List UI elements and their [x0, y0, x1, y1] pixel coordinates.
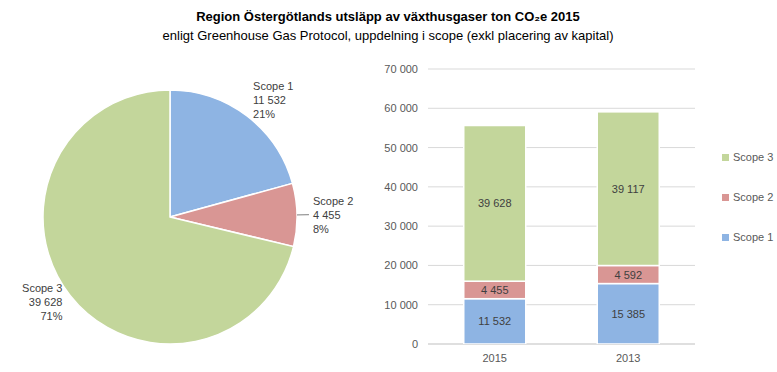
bar-segment	[464, 281, 526, 299]
chart-title: Region Östergötlands utsläpp av växthusg…	[196, 9, 580, 24]
pie-data-label: 8%	[313, 223, 329, 235]
pie-data-label: 11 532	[253, 94, 286, 106]
bar-segment	[597, 284, 659, 344]
pie-data-label: 4 455	[313, 209, 341, 221]
y-tick-label: 40 000	[384, 181, 418, 193]
grid-line	[428, 69, 695, 70]
pie-data-label: 21%	[253, 108, 275, 120]
pie	[43, 90, 297, 344]
y-tick-label: 20 000	[384, 259, 418, 271]
y-tick-label: 10 000	[384, 299, 418, 311]
grid-line	[428, 108, 695, 109]
pie-data-label: 71%	[40, 310, 62, 322]
bar-segment	[464, 126, 526, 282]
legend-label: Scope 1	[733, 231, 773, 243]
y-tick-label: 30 000	[384, 220, 418, 232]
y-tick-label: 50 000	[384, 142, 418, 154]
bar-data-label: 39 628	[478, 197, 512, 209]
bar-data-label: 11 532	[478, 315, 511, 327]
pie-labels: Scope 1 11 532 21% Scope 2 4 455 8% Scope 3 39 …	[22, 80, 353, 322]
legend-swatch	[722, 154, 729, 161]
bar-data-label: 15 385	[611, 308, 645, 320]
pie-data-label: Scope 3	[22, 282, 62, 294]
bar-segment	[464, 299, 526, 344]
bars	[464, 112, 660, 344]
chart-canvas: Region Östergötlands utsläpp av växthusg…	[0, 0, 777, 372]
bar-data-label: 4 455	[481, 284, 509, 296]
legend-label: Scope 3	[733, 151, 773, 163]
bar-labels: 11 532 4 455 39 628 15 385 4 592 39 117	[478, 183, 645, 328]
y-axis: 0 10 000 20 000 30 000 40 000 50 000 60 000 70 …	[384, 63, 695, 350]
y-tick-label: 60 000	[384, 102, 418, 114]
legend-label: Scope 2	[733, 191, 773, 203]
pie-slice	[43, 90, 293, 344]
leader-line	[297, 214, 309, 215]
pie-data-label: Scope 1	[253, 80, 293, 92]
bar-segment	[597, 266, 659, 284]
bar-data-label: 4 592	[614, 269, 642, 281]
bar-data-label: 39 117	[612, 183, 645, 195]
legend: Scope 3 Scope 2 Scope 1	[722, 151, 773, 243]
x-tick-label: 2013	[616, 352, 640, 364]
pie-data-label: 39 628	[29, 296, 63, 308]
chart-subtitle: enligt Greenhouse Gas Protocol, uppdelni…	[163, 28, 614, 43]
y-tick-label: 0	[412, 338, 418, 350]
legend-swatch	[722, 194, 729, 201]
bar-segment	[597, 112, 659, 266]
pie-data-label: Scope 2	[313, 195, 353, 207]
y-tick-label: 70 000	[384, 63, 418, 75]
legend-swatch	[722, 234, 729, 241]
x-tick-label: 2015	[483, 352, 507, 364]
